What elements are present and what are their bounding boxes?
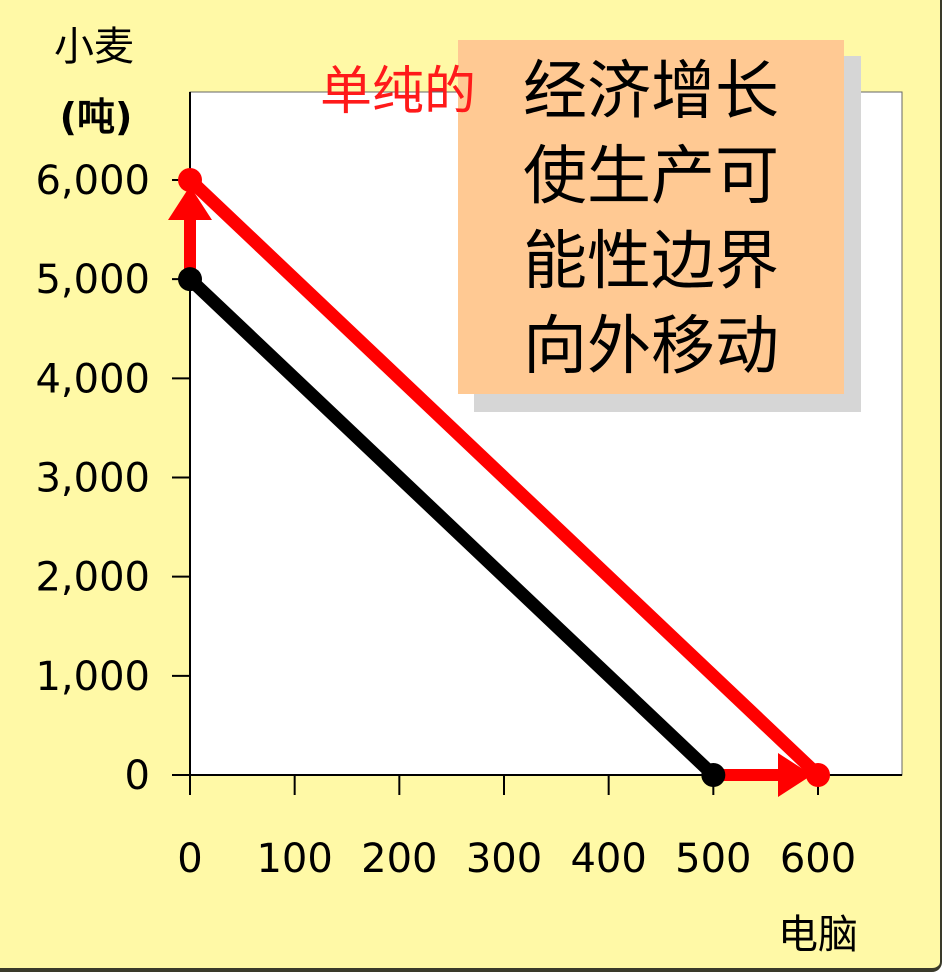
x-axis-ticks: 0 100 200 300 400 500 600 <box>177 775 856 882</box>
y-tick-label: 2,000 <box>35 555 150 601</box>
y-axis-title-line1: 小麦 <box>54 24 134 70</box>
annotation-box: 经济增长 使生产可 能性边界 向外移动 <box>458 40 844 394</box>
annotation-line-1: 经济增长 <box>523 55 779 129</box>
y-tick-label: 3,000 <box>35 456 150 502</box>
ppf-endpoint <box>701 763 726 787</box>
x-tick-label: 200 <box>361 836 437 882</box>
annotation-prefix: 单纯的 <box>320 62 477 122</box>
y-tick-label: 5,000 <box>35 257 150 303</box>
ppf-endpoint <box>178 168 202 192</box>
y-tick-label: 1,000 <box>35 654 150 700</box>
x-tick-label: 500 <box>675 836 751 882</box>
series-group <box>183 173 825 782</box>
shift-arrow-head <box>778 753 812 797</box>
x-tick-label: 600 <box>780 836 856 882</box>
x-tick-label: 300 <box>466 836 542 882</box>
annotation-line-4: 向外移动 <box>523 310 779 384</box>
annotation-line-3: 能性边界 <box>523 225 779 299</box>
annotation-line-2: 使生产可 <box>523 140 779 214</box>
y-tick-label: 6,000 <box>35 158 150 204</box>
ppf-endpoint <box>806 763 830 787</box>
ppf-endpoint <box>178 267 202 292</box>
y-tick-label: 4,000 <box>35 356 150 402</box>
y-axis-ticks: 0 1,000 2,000 3,000 4,000 5,000 6,000 <box>35 158 190 799</box>
y-tick-label: 0 <box>125 753 150 799</box>
x-tick-label: 0 <box>177 836 202 882</box>
shift-arrow-head <box>168 186 212 220</box>
x-axis-title: 电脑 <box>778 912 858 958</box>
x-tick-label: 400 <box>570 836 646 882</box>
ppf-line-2 <box>183 173 825 782</box>
ppf-line-1 <box>183 272 720 782</box>
endpoints-group <box>178 168 830 787</box>
y-axis-title-line2: (吨) <box>60 95 133 139</box>
x-tick-label: 100 <box>256 836 332 882</box>
